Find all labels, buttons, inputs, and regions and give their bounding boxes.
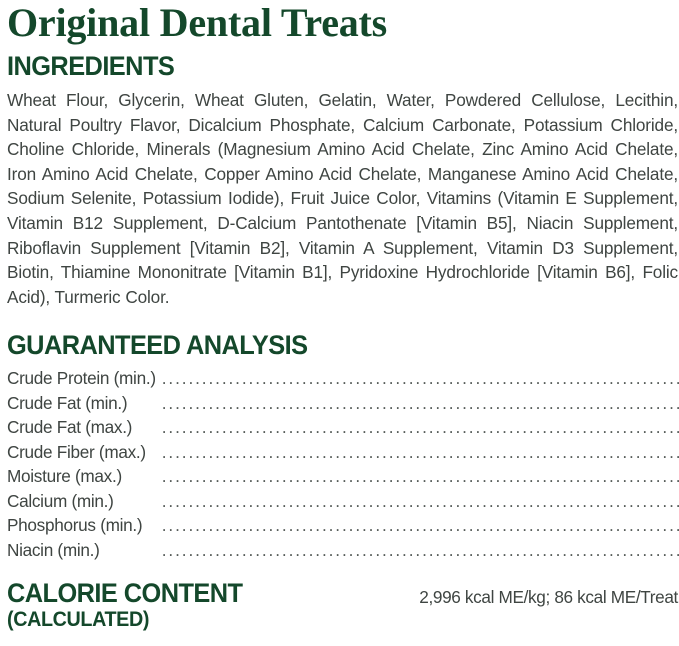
dot-leader: ........................................… xyxy=(162,415,679,440)
table-row: Niacin (min.)...........................… xyxy=(7,538,679,563)
analysis-label: Crude Fiber (max.) xyxy=(7,441,146,462)
analysis-label: Phosphorus (min.) xyxy=(7,515,143,536)
calorie-content-subheading: (CALCULATED) xyxy=(7,608,150,632)
calorie-heading-group: CALORIE CONTENT (CALCULATED) xyxy=(7,579,357,633)
table-row: Crude Protein (min.)....................… xyxy=(7,366,679,391)
dot-leader: ........................................… xyxy=(162,391,679,416)
analysis-label: Crude Fat (min.) xyxy=(7,392,128,413)
dot-leader: ........................................… xyxy=(162,440,679,465)
page-title: Original Dental Treats xyxy=(7,0,388,45)
dot-leader: ........................................… xyxy=(162,366,679,391)
analysis-label: Niacin (min.) xyxy=(7,539,100,560)
table-row: Crude Fat (min.)........................… xyxy=(7,391,679,416)
dot-leader: ........................................… xyxy=(162,464,679,489)
dot-leader-dots: ........................................… xyxy=(161,515,679,536)
analysis-label: Crude Protein (min.) xyxy=(7,368,156,389)
calorie-content-block: CALORIE CONTENT (CALCULATED) 2,996 kcal … xyxy=(7,579,678,633)
calorie-content-heading: CALORIE CONTENT xyxy=(7,578,243,609)
guaranteed-analysis-table: Crude Protein (min.)....................… xyxy=(7,366,679,562)
dot-leader-dots: ........................................… xyxy=(161,392,679,413)
dot-leader: ........................................… xyxy=(162,513,679,538)
dot-leader-dots: ........................................… xyxy=(161,466,679,487)
table-row: Crude Fat (max.)........................… xyxy=(7,415,679,440)
ingredients-text: Wheat Flour, Glycerin, Wheat Gluten, Gel… xyxy=(7,90,678,307)
dot-leader-dots: ........................................… xyxy=(161,441,679,462)
guaranteed-analysis-heading: GUARANTEED ANALYSIS xyxy=(7,330,308,361)
analysis-label: Crude Fat (max.) xyxy=(7,417,133,438)
calorie-content-value: 2,996 kcal ME/kg; 86 kcal ME/Treat xyxy=(419,587,678,608)
analysis-label: Moisture (max.) xyxy=(7,466,122,487)
dot-leader: ........................................… xyxy=(162,538,679,563)
dot-leader-dots: ........................................… xyxy=(161,490,679,511)
ingredients-heading: INGREDIENTS xyxy=(7,51,175,81)
table-row: Phosphorus (min.).......................… xyxy=(7,513,679,538)
table-row: Calcium (min.)..........................… xyxy=(7,489,679,514)
dot-leader: ........................................… xyxy=(162,489,679,514)
analysis-label: Calcium (min.) xyxy=(7,490,114,511)
table-row: Moisture (max.).........................… xyxy=(7,464,679,489)
table-row: Crude Fiber (max.)......................… xyxy=(7,440,679,465)
dot-leader-dots: ........................................… xyxy=(161,368,679,389)
dot-leader-dots: ........................................… xyxy=(161,417,679,438)
dot-leader-dots: ........................................… xyxy=(161,539,679,560)
